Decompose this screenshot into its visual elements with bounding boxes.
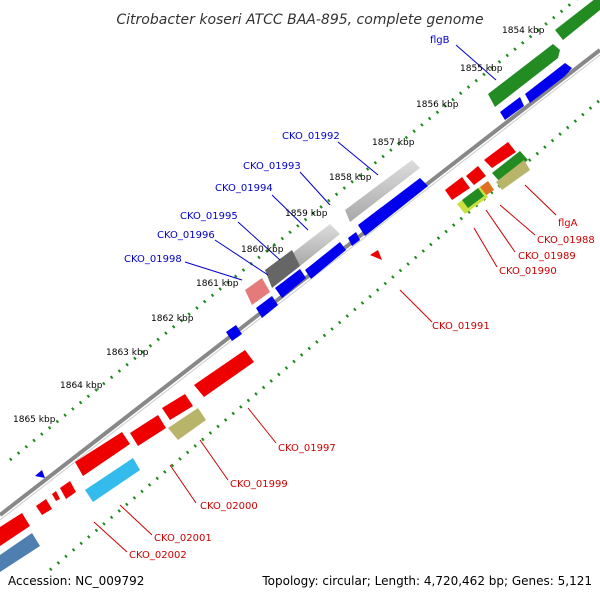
gene-label[interactable]: CKO_01990	[499, 266, 557, 277]
gene-label-flgA[interactable]: flgA	[558, 218, 578, 229]
cds-forward[interactable]	[275, 269, 306, 298]
cds-forward[interactable]	[245, 278, 270, 305]
reverse-leader-lines	[93, 184, 557, 553]
gene-label[interactable]: CKO_01989	[518, 251, 576, 262]
map-title: Citrobacter koseri ATCC BAA-895, complet…	[116, 12, 483, 28]
cds-reverse[interactable]	[36, 499, 52, 515]
tick-label: 1864 kbp	[60, 381, 103, 391]
gene-label[interactable]: CKO_01997	[278, 443, 336, 454]
gc-dots-upper	[9, 0, 578, 462]
tick-label: 1856 kbp	[416, 100, 459, 110]
cds-reverse[interactable]	[466, 166, 486, 185]
tick-label: 1857 kbp	[372, 138, 415, 148]
tick-label: 1863 kbp	[106, 348, 149, 358]
cds-reverse[interactable]	[162, 394, 193, 420]
gene-label[interactable]: CKO_01993	[243, 161, 301, 172]
cds-forward[interactable]	[305, 242, 346, 279]
gene-label[interactable]: CKO_01992	[282, 131, 340, 142]
cds-reverse[interactable]	[370, 250, 382, 260]
cds-forward[interactable]	[290, 224, 340, 266]
cds-reverse[interactable]	[496, 160, 530, 190]
cds-reverse[interactable]	[60, 481, 76, 499]
cds-reverse[interactable]	[168, 408, 206, 440]
cds-reverse[interactable]	[0, 533, 40, 572]
gene-label[interactable]: CKO_01988	[537, 235, 595, 246]
cds-reverse[interactable]	[462, 188, 484, 208]
cds-forward[interactable]	[265, 250, 300, 288]
cds-forward[interactable]	[345, 160, 420, 222]
forward-leader-lines	[184, 44, 497, 281]
gene-label[interactable]: CKO_01996	[157, 230, 215, 241]
reverse-gene-labels: flgA CKO_01988 CKO_01989 CKO_01990 CKO_0…	[129, 218, 595, 561]
cds-reverse[interactable]	[445, 177, 470, 200]
tick-label: 1859 kbp	[285, 209, 328, 219]
tick-label: 1861 kbp	[196, 279, 239, 289]
accession-text: Accession: NC_009792	[8, 574, 144, 588]
cds-forward[interactable]	[555, 0, 600, 40]
cds-reverse[interactable]	[492, 151, 528, 182]
cds-forward[interactable]	[226, 325, 242, 341]
tick-label: 1858 kbp	[329, 173, 372, 183]
cds-reverse[interactable]	[194, 350, 254, 397]
gene-label-flgB[interactable]: flgB	[430, 35, 450, 46]
cds-reverse[interactable]	[52, 491, 60, 501]
cds-reverse[interactable]	[130, 415, 166, 446]
cds-forward[interactable]	[500, 97, 524, 120]
gene-label[interactable]: CKO_01998	[124, 254, 182, 265]
cds-reverse[interactable]	[0, 513, 30, 546]
topology-text: Topology: circular; Length: 4,720,462 bp…	[261, 574, 592, 588]
gene-label[interactable]: CKO_02002	[129, 550, 187, 561]
cds-forward[interactable]	[348, 232, 360, 246]
reverse-strand-features	[0, 142, 530, 572]
genome-backbone-inner	[0, 54, 600, 521]
gene-label[interactable]: CKO_02000	[200, 501, 258, 512]
gc-dots-lower	[49, 98, 600, 572]
forward-strand-features	[35, 0, 600, 478]
tick-label: 1854 kbp	[502, 26, 545, 36]
cds-forward[interactable]	[35, 470, 45, 478]
gene-label[interactable]: CKO_02001	[154, 533, 212, 544]
cds-reverse[interactable]	[85, 458, 140, 502]
tick-label: 1860 kbp	[241, 245, 284, 255]
forward-gene-labels: flgB CKO_01992 CKO_01993 CKO_01994 CKO_0…	[124, 35, 450, 265]
gene-label[interactable]: CKO_01994	[215, 183, 273, 194]
cds-forward[interactable]	[358, 178, 428, 236]
scale-tick-labels: 1854 kbp 1855 kbp 1856 kbp 1857 kbp 1858…	[13, 26, 545, 425]
tick-label: 1855 kbp	[460, 64, 503, 74]
cds-forward[interactable]	[488, 44, 560, 107]
cds-reverse[interactable]	[75, 432, 130, 476]
gene-label[interactable]: CKO_01995	[180, 211, 238, 222]
cds-forward[interactable]	[256, 296, 278, 318]
tick-label: 1862 kbp	[151, 314, 194, 324]
gene-label[interactable]: CKO_01991	[432, 321, 490, 332]
cds-forward[interactable]	[525, 63, 572, 103]
gene-label[interactable]: CKO_01999	[230, 479, 288, 490]
cds-reverse[interactable]	[484, 142, 516, 168]
tick-label: 1865 kbp	[13, 415, 56, 425]
